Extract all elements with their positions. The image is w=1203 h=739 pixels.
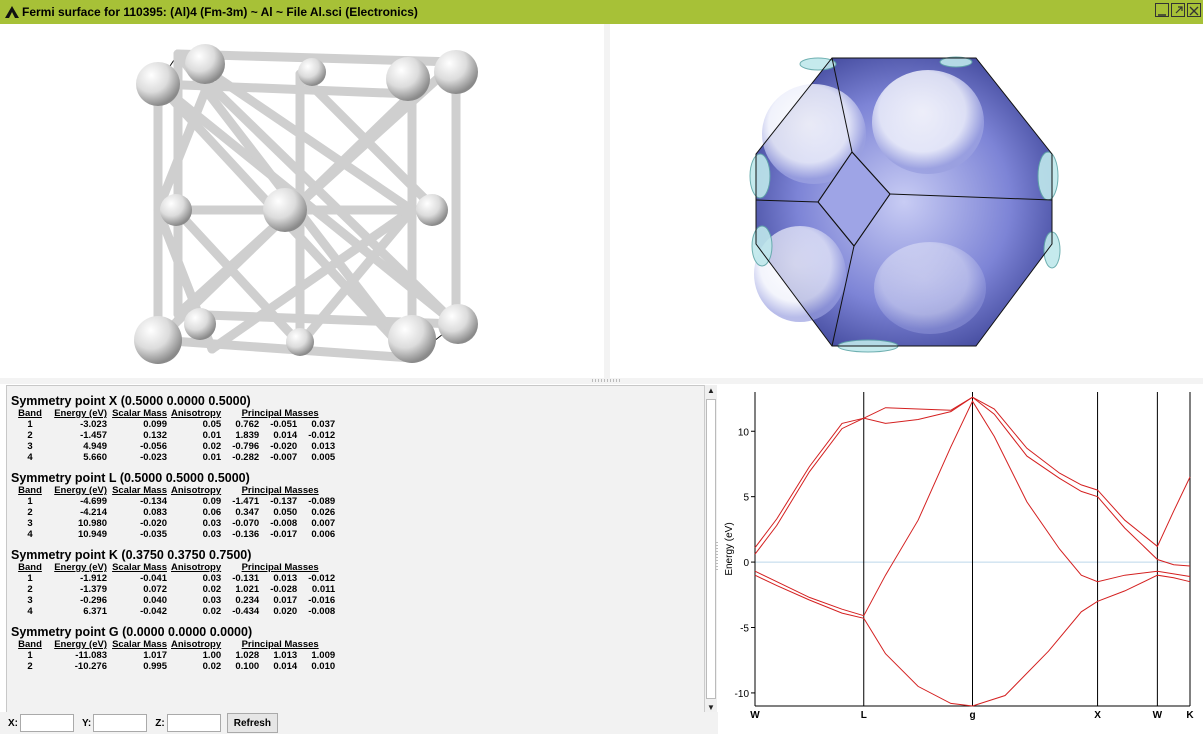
table-row: 2 -1.457 0.132 0.01 1.839 0.014 -0.012: [27, 430, 336, 441]
band-table-header: Band Energy (eV) Scalar Mass Anisotropy …: [17, 639, 339, 650]
maximize-button[interactable]: [1171, 3, 1185, 17]
minimize-button[interactable]: [1155, 3, 1169, 17]
band-table-header: Band Energy (eV) Scalar Mass Anisotropy …: [17, 562, 339, 573]
band-table: Band Energy (eV) Scalar Mass Anisotropy …: [17, 408, 339, 463]
scalar-mass-header: Scalar Mass: [112, 408, 167, 419]
band-table: Band Energy (eV) Scalar Mass Anisotropy …: [17, 485, 339, 540]
table-row: 3 10.980 -0.020 0.03 -0.070 -0.008 0.007: [27, 518, 336, 529]
x-tick-label: X: [1094, 710, 1101, 721]
symmetry-point-title: Symmetry point L (0.5000 0.5000 0.5000): [11, 471, 250, 485]
window-title: Fermi surface for 110395: (Al)4 (Fm-3m) …: [22, 5, 418, 19]
band-header: Band: [18, 639, 42, 650]
principal-masses-header: Principal Masses: [241, 408, 319, 419]
table-row: 3 -0.296 0.040 0.03 0.234 0.017 -0.016: [27, 595, 336, 606]
table-row: 1 -1.912 -0.041 0.03 -0.131 0.013 -0.012: [27, 573, 336, 584]
vertical-splitter[interactable]: [604, 24, 610, 378]
anisotropy-header: Anisotropy: [171, 562, 222, 573]
x-label: X:: [8, 717, 18, 729]
x-tick-label: W: [1153, 710, 1163, 721]
close-button[interactable]: [1187, 3, 1201, 17]
y-label: Y:: [82, 717, 92, 729]
scroll-down-arrow-icon[interactable]: ▼: [707, 703, 715, 712]
y-tick-label: -10: [735, 689, 750, 700]
symmetry-point-k: Symmetry point K (0.3750 0.3750 0.7500) …: [11, 548, 705, 617]
fermi-surface-canvas[interactable]: [610, 24, 1203, 378]
band-line-2: [754, 400, 1191, 617]
scroll-up-arrow-icon[interactable]: ▲: [707, 386, 715, 395]
table-row: 4 6.371 -0.042 0.02 -0.434 0.020 -0.008: [27, 606, 336, 617]
z-input[interactable]: [166, 714, 221, 732]
y-input[interactable]: [93, 714, 148, 732]
table-row: 2 -10.276 0.995 0.02 0.100 0.014 0.010: [27, 661, 336, 672]
symmetry-point-l: Symmetry point L (0.5000 0.5000 0.5000) …: [11, 471, 705, 540]
y-tick-label: 10: [738, 427, 750, 438]
x-tick-label: g: [969, 710, 975, 721]
crystal-structure-canvas[interactable]: [0, 24, 604, 378]
band-line-4: [754, 396, 1191, 549]
refresh-button[interactable]: Refresh: [226, 713, 278, 733]
principal-masses-header: Principal Masses: [241, 562, 319, 573]
band-table: Band Energy (eV) Scalar Mass Anisotropy …: [17, 562, 339, 617]
table-row: 2 -1.379 0.072 0.02 1.021 -0.028 0.011: [27, 584, 336, 595]
coordinate-bar: X: Y: Z: Refresh: [0, 712, 718, 734]
app-logo-icon: [4, 4, 20, 20]
z-label: Z:: [155, 717, 165, 729]
energy-header: Energy (eV): [54, 562, 107, 573]
y-tick-label: 5: [743, 493, 749, 504]
anisotropy-header: Anisotropy: [171, 408, 222, 419]
y-tick-label: 0: [743, 558, 749, 569]
symmetry-point-title: Symmetry point G (0.0000 0.0000 0.0000): [11, 625, 253, 639]
crystal-structure-view[interactable]: [0, 24, 604, 378]
title-bar: Fermi surface for 110395: (Al)4 (Fm-3m) …: [0, 0, 1203, 24]
symmetry-point-title: Symmetry point K (0.3750 0.3750 0.7500): [11, 548, 252, 562]
fermi-surface-view[interactable]: [610, 24, 1203, 378]
band-table-header: Band Energy (eV) Scalar Mass Anisotropy …: [17, 485, 339, 496]
symmetry-point-title: Symmetry point X (0.5000 0.0000 0.5000): [11, 394, 251, 408]
x-input[interactable]: [20, 714, 74, 732]
symmetry-point-x: Symmetry point X (0.5000 0.0000 0.5000) …: [11, 394, 705, 463]
band-table: Band Energy (eV) Scalar Mass Anisotropy …: [17, 639, 339, 672]
scalar-mass-header: Scalar Mass: [112, 562, 167, 573]
text-scrollbar[interactable]: ▲ ▼: [704, 385, 717, 714]
scrollbar-thumb[interactable]: [706, 399, 716, 699]
anisotropy-header: Anisotropy: [171, 639, 222, 650]
y-tick-label: -5: [740, 624, 749, 635]
x-tick-label: K: [1186, 710, 1194, 721]
table-row: 1 -11.083 1.017 1.00 1.028 1.013 1.009: [27, 650, 336, 661]
band-header: Band: [18, 562, 42, 573]
table-row: 4 5.660 -0.023 0.01 -0.282 -0.007 0.005: [27, 452, 336, 463]
band-line-1: [754, 574, 1191, 707]
energy-header: Energy (eV): [54, 639, 107, 650]
table-row: 1 -4.699 -0.134 0.09 -1.471 -0.137 -0.089: [27, 496, 336, 507]
energy-header: Energy (eV): [54, 485, 107, 496]
table-row: 1 -3.023 0.099 0.05 0.762 -0.051 0.037: [27, 419, 336, 430]
principal-masses-header: Principal Masses: [241, 639, 319, 650]
band-header: Band: [18, 485, 42, 496]
anisotropy-header: Anisotropy: [171, 485, 222, 496]
table-row: 4 10.949 -0.035 0.03 -0.136 -0.017 0.006: [27, 529, 336, 540]
y-axis-label: Energy (eV): [724, 522, 735, 575]
band-line-3: [754, 396, 1191, 567]
scalar-mass-header: Scalar Mass: [112, 639, 167, 650]
table-row: 3 4.949 -0.056 0.02 -0.796 -0.020 0.013: [27, 441, 336, 452]
band-table-header: Band Energy (eV) Scalar Mass Anisotropy …: [17, 408, 339, 419]
energy-header: Energy (eV): [54, 408, 107, 419]
band-header: Band: [18, 408, 42, 419]
symmetry-points-panel[interactable]: Symmetry point X (0.5000 0.0000 0.5000) …: [6, 385, 706, 714]
x-tick-label: W: [750, 710, 760, 721]
splitter-grip[interactable]: [592, 379, 622, 382]
symmetry-point-g: Symmetry point G (0.0000 0.0000 0.0000) …: [11, 625, 705, 672]
panel-splitter-grip[interactable]: [716, 540, 718, 570]
principal-masses-header: Principal Masses: [241, 485, 319, 496]
scalar-mass-header: Scalar Mass: [112, 485, 167, 496]
table-row: 2 -4.214 0.083 0.06 0.347 0.050 0.026: [27, 507, 336, 518]
x-tick-label: L: [861, 710, 867, 721]
